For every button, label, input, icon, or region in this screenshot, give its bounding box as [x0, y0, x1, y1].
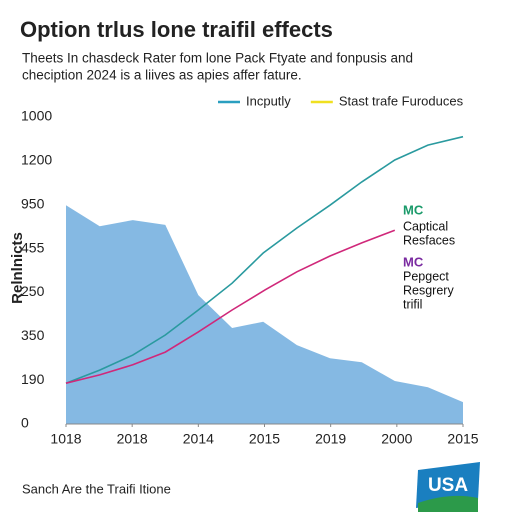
- annotation: Captical: [403, 219, 448, 233]
- x-tick-label: 2015: [447, 431, 478, 447]
- annotation: MC: [403, 254, 424, 269]
- annotation: Resgrery: [403, 283, 454, 297]
- line: [65, 135, 464, 384]
- subtitle: Theets In chasdeck Rater fom lone Pack F…: [22, 51, 413, 66]
- subtitle: checiption 2024 is a liives as apies aff…: [22, 68, 302, 83]
- logo-text: USA: [428, 475, 468, 496]
- annotation: Pepgect: [403, 269, 449, 283]
- y-tick-label: 950: [21, 195, 45, 211]
- logo-shape: [418, 495, 478, 512]
- x-tick-label: 2019: [315, 431, 346, 447]
- legend-label: Incputly: [246, 93, 291, 108]
- y-tick-label: 190: [21, 371, 45, 387]
- x-tick-label: 2014: [183, 431, 214, 447]
- footer: Sanch Are the Traifi Itione: [22, 481, 171, 496]
- chart-title: Option trlus lone traifil effects: [20, 17, 333, 42]
- x-tick-label: 1018: [50, 431, 81, 447]
- y-tick-label: 1200: [21, 152, 52, 168]
- line: [65, 229, 396, 384]
- y-axis-label: Relnlnicts: [9, 232, 26, 304]
- y-tick-label: 350: [21, 327, 45, 343]
- x-tick-label: 2015: [249, 431, 280, 447]
- y-tick-label: 0: [21, 415, 29, 431]
- y-tick-label: 1000: [21, 108, 52, 124]
- x-tick-label: 2000: [381, 431, 412, 447]
- logo: USA: [416, 462, 480, 512]
- y-tick-label: 455: [21, 239, 45, 255]
- x-tick-label: 2018: [117, 431, 148, 447]
- annotation: Resfaces: [403, 233, 455, 247]
- y-tick-label: 250: [21, 283, 45, 299]
- annotation: trifil: [403, 297, 422, 311]
- legend-label: Stast trafe Furoduces: [339, 93, 464, 108]
- annotation: MC: [403, 202, 424, 217]
- area: [66, 205, 463, 424]
